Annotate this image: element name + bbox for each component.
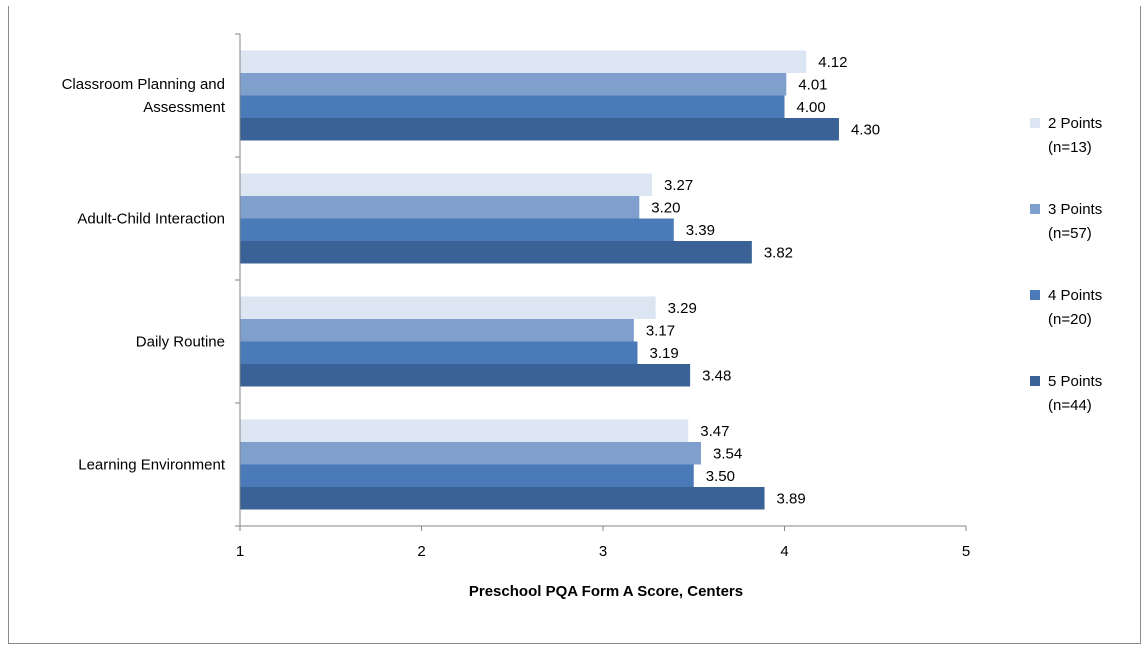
bar-5-points-cat-3 bbox=[240, 487, 765, 510]
legend-label: 4 Points bbox=[1048, 287, 1102, 304]
data-label: 3.39 bbox=[686, 222, 715, 239]
category-label: Assessment bbox=[143, 99, 226, 116]
legend-swatch-5-points bbox=[1030, 376, 1040, 386]
data-label: 3.20 bbox=[651, 199, 680, 216]
data-label: 3.29 bbox=[668, 300, 697, 317]
bar-3-points-cat-1 bbox=[240, 196, 640, 219]
bar-4-points-cat-0 bbox=[240, 95, 785, 118]
x-tick-label: 5 bbox=[962, 543, 970, 560]
legend-label: (n=13) bbox=[1048, 139, 1092, 156]
chart-frame bbox=[8, 6, 1141, 644]
x-tick-label: 4 bbox=[780, 543, 788, 560]
bar-3-points-cat-2 bbox=[240, 319, 634, 342]
legend-label: (n=20) bbox=[1048, 311, 1092, 328]
bar-2-points-cat-2 bbox=[240, 296, 656, 319]
legend-label: 5 Points bbox=[1048, 373, 1102, 390]
category-label: Adult-Child Interaction bbox=[77, 211, 225, 228]
legend: 2 Points (n=13) 3 Points (n=57) 4 Points (n=2… bbox=[1030, 115, 1102, 414]
labels-layer: 4.12 4.01 4.00 4.30 3.27 3.20 3.39 3.82 3.29 3.17… bbox=[62, 54, 971, 560]
legend-label: (n=44) bbox=[1048, 397, 1092, 414]
data-label: 4.30 bbox=[851, 121, 880, 138]
bar-3-points-cat-3 bbox=[240, 442, 702, 465]
bar-3-points-cat-0 bbox=[240, 73, 787, 96]
data-label: 3.48 bbox=[702, 367, 731, 384]
bar-5-points-cat-1 bbox=[240, 241, 752, 264]
data-label: 3.47 bbox=[700, 423, 729, 440]
x-tick-label: 2 bbox=[417, 543, 425, 560]
legend-label: 3 Points bbox=[1048, 201, 1102, 218]
legend-label: (n=57) bbox=[1048, 225, 1092, 242]
legend-swatch-2-points bbox=[1030, 118, 1040, 128]
data-label: 3.17 bbox=[646, 322, 675, 339]
x-axis-title: Preschool PQA Form A Score, Centers bbox=[469, 583, 743, 600]
data-label: 3.89 bbox=[777, 490, 806, 507]
data-label: 4.01 bbox=[798, 76, 827, 93]
legend-label: 2 Points bbox=[1048, 115, 1102, 132]
ticks-layer bbox=[235, 33, 967, 531]
legend-swatch-4-points bbox=[1030, 290, 1040, 300]
bar-2-points-cat-3 bbox=[240, 419, 689, 442]
category-label: Classroom Planning and bbox=[62, 76, 225, 93]
legend-swatch-3-points bbox=[1030, 204, 1040, 214]
bars-layer bbox=[240, 50, 839, 510]
category-label: Daily Routine bbox=[136, 334, 225, 351]
bar-4-points-cat-1 bbox=[240, 218, 674, 241]
x-tick-label: 3 bbox=[599, 543, 607, 560]
category-label: Learning Environment bbox=[78, 457, 226, 474]
bar-5-points-cat-2 bbox=[240, 364, 691, 387]
bar-5-points-cat-0 bbox=[240, 118, 839, 141]
data-label: 3.82 bbox=[764, 244, 793, 261]
data-label: 3.50 bbox=[706, 468, 735, 485]
bar-2-points-cat-1 bbox=[240, 173, 653, 196]
data-label: 3.27 bbox=[664, 177, 693, 194]
data-label: 4.12 bbox=[818, 54, 847, 71]
bar-2-points-cat-0 bbox=[240, 50, 807, 73]
bar-4-points-cat-3 bbox=[240, 464, 694, 487]
data-label: 3.19 bbox=[649, 345, 678, 362]
data-label: 4.00 bbox=[797, 99, 826, 116]
bar-4-points-cat-2 bbox=[240, 341, 638, 364]
data-label: 3.54 bbox=[713, 445, 742, 462]
x-tick-label: 1 bbox=[236, 543, 244, 560]
